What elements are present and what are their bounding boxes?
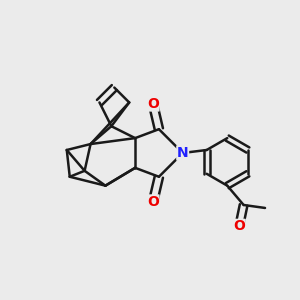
Text: O: O [147,195,159,209]
Text: N: N [177,146,188,160]
Text: O: O [233,219,245,233]
Text: O: O [147,97,159,111]
